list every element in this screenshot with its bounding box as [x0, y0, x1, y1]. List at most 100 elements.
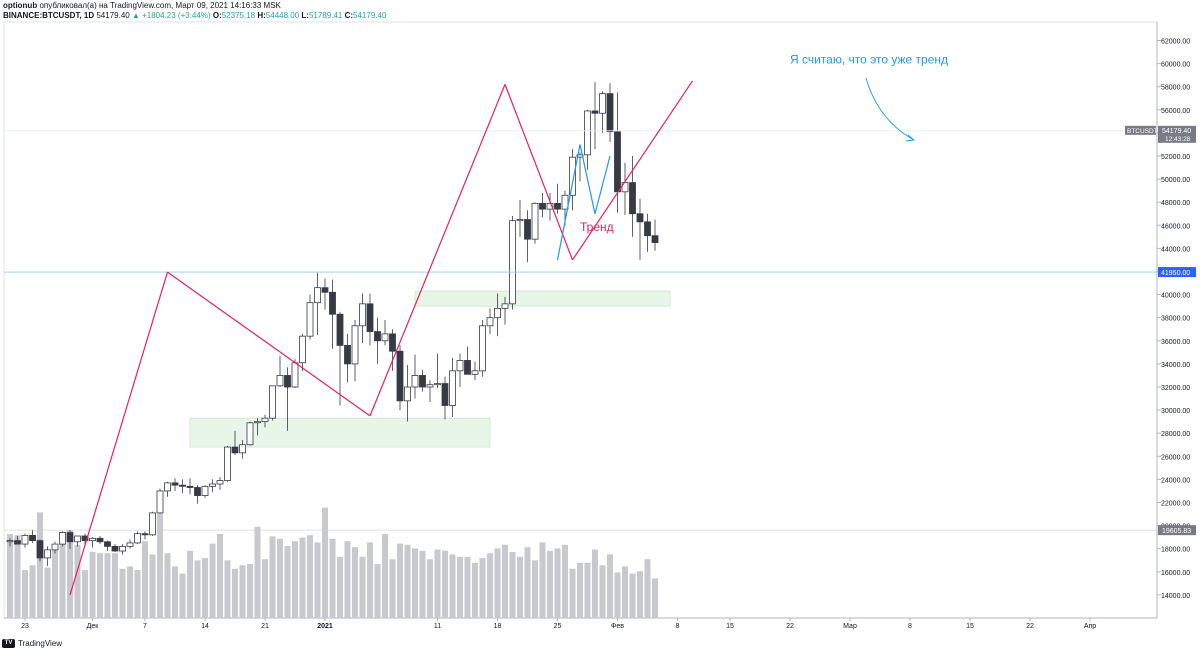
candle-body[interactable]: [531, 202, 539, 240]
candle-body[interactable]: [441, 383, 449, 406]
candle-body[interactable]: [464, 360, 471, 375]
annotations[interactable]: Тренд Я считаю, что это уже тренд: [580, 52, 948, 234]
candle-body[interactable]: [239, 444, 246, 454]
candle-body[interactable]: [104, 541, 111, 547]
candle-body[interactable]: [336, 313, 344, 346]
candle-body[interactable]: [231, 446, 239, 454]
candle-body[interactable]: [494, 308, 501, 319]
trend-line-red[interactable]: [69, 271, 169, 596]
candle-body[interactable]: [599, 93, 606, 114]
candle-body[interactable]: [81, 535, 89, 542]
candle-body[interactable]: [29, 535, 36, 542]
candle-body[interactable]: [501, 303, 509, 309]
candle-body[interactable]: [314, 287, 321, 304]
candle-body[interactable]: [524, 219, 531, 240]
candle-body[interactable]: [329, 291, 336, 315]
candle-body[interactable]: [194, 487, 201, 496]
candle-body[interactable]: [179, 484, 186, 487]
trend-line-red[interactable]: [504, 84, 574, 261]
brand-label[interactable]: TradingView: [18, 639, 63, 648]
demand-zone[interactable]: [189, 417, 491, 448]
candle-body[interactable]: [366, 303, 374, 332]
opinion-annotation[interactable]: Я считаю, что это уже тренд: [790, 52, 948, 66]
time-axis[interactable]: 23 Дек 7 14 21 2021 11 18 25 Фев 8 15 22 Мар 8 15 22 Апр: [21, 618, 1096, 630]
candle-body[interactable]: [119, 545, 126, 552]
author-name[interactable]: optionub: [3, 1, 38, 10]
candle-body[interactable]: [141, 533, 149, 536]
candle-body[interactable]: [36, 540, 44, 559]
candle-body[interactable]: [224, 446, 231, 481]
candle-body[interactable]: [606, 93, 614, 133]
candle-body[interactable]: [396, 350, 404, 402]
demand-zone[interactable]: [414, 290, 671, 307]
candle-body[interactable]: [186, 485, 194, 488]
candle-body[interactable]: [209, 483, 216, 487]
candle-body[interactable]: [201, 485, 209, 496]
candle-body[interactable]: [471, 370, 479, 375]
candle-body[interactable]: [509, 220, 516, 305]
candle-body[interactable]: [149, 512, 156, 536]
candle-body[interactable]: [66, 532, 74, 543]
candle-body[interactable]: [359, 303, 366, 327]
candle-body[interactable]: [419, 375, 426, 388]
candle-body[interactable]: [44, 549, 51, 559]
candle-body[interactable]: [374, 331, 381, 342]
trend-line-blue[interactable]: [556, 144, 581, 261]
candle-body[interactable]: [539, 202, 546, 210]
candle-body[interactable]: [381, 333, 389, 342]
candle-body[interactable]: [269, 385, 276, 419]
trend-line-red[interactable]: [369, 84, 506, 417]
candle-body[interactable]: [51, 543, 59, 551]
candle-body[interactable]: [89, 537, 96, 542]
candle-body[interactable]: [126, 542, 134, 547]
candle-body[interactable]: [299, 335, 306, 364]
candle-body[interactable]: [284, 375, 291, 388]
candle-body[interactable]: [584, 110, 591, 156]
candle-body[interactable]: [21, 535, 29, 545]
candle-body[interactable]: [59, 532, 66, 545]
candle-body[interactable]: [591, 110, 599, 114]
candle-body[interactable]: [351, 325, 359, 365]
candle-body[interactable]: [111, 545, 119, 552]
price-axis[interactable]: 62000.0060000.0058000.0056000.0054000.00…: [1125, 39, 1196, 600]
candle-body[interactable]: [14, 540, 21, 545]
candle-body[interactable]: [411, 375, 419, 388]
candle-body[interactable]: [344, 345, 351, 365]
candle-body[interactable]: [74, 535, 81, 543]
trend-line-blue[interactable]: [594, 155, 611, 214]
candle-body[interactable]: [389, 333, 396, 352]
candle-body[interactable]: [434, 383, 441, 386]
candle-body[interactable]: [164, 482, 171, 492]
candle-body[interactable]: [546, 202, 554, 210]
candle-body[interactable]: [614, 131, 621, 193]
candle-body[interactable]: [636, 213, 644, 223]
candle-body[interactable]: [426, 384, 434, 388]
candle-body[interactable]: [254, 421, 261, 424]
candle-body[interactable]: [404, 386, 411, 402]
candle-body[interactable]: [306, 302, 314, 337]
candle-body[interactable]: [561, 194, 569, 210]
candle-body[interactable]: [486, 317, 494, 327]
candle-body[interactable]: [456, 360, 464, 372]
candle-body[interactable]: [134, 533, 141, 544]
trend-annotation[interactable]: Тренд: [580, 220, 614, 234]
candle-body[interactable]: [629, 182, 636, 215]
trend-line-blue[interactable]: [579, 144, 596, 214]
candle-body[interactable]: [651, 235, 659, 244]
candle-body[interactable]: [449, 370, 456, 406]
candle-body[interactable]: [291, 362, 299, 388]
trend-lines[interactable]: [4, 80, 1157, 596]
candle-body[interactable]: [96, 537, 104, 543]
candle-body[interactable]: [246, 422, 254, 446]
candle-body[interactable]: [261, 417, 269, 423]
candle-body[interactable]: [216, 480, 224, 485]
candle-body[interactable]: [276, 375, 284, 387]
trend-line-red[interactable]: [572, 80, 693, 261]
candle-body[interactable]: [156, 490, 164, 514]
tradingview-logo-icon[interactable]: TV: [2, 639, 15, 648]
candle-body[interactable]: [554, 202, 561, 210]
candle-body[interactable]: [479, 325, 486, 372]
candle-body[interactable]: [171, 482, 179, 486]
candle-body[interactable]: [321, 287, 329, 293]
